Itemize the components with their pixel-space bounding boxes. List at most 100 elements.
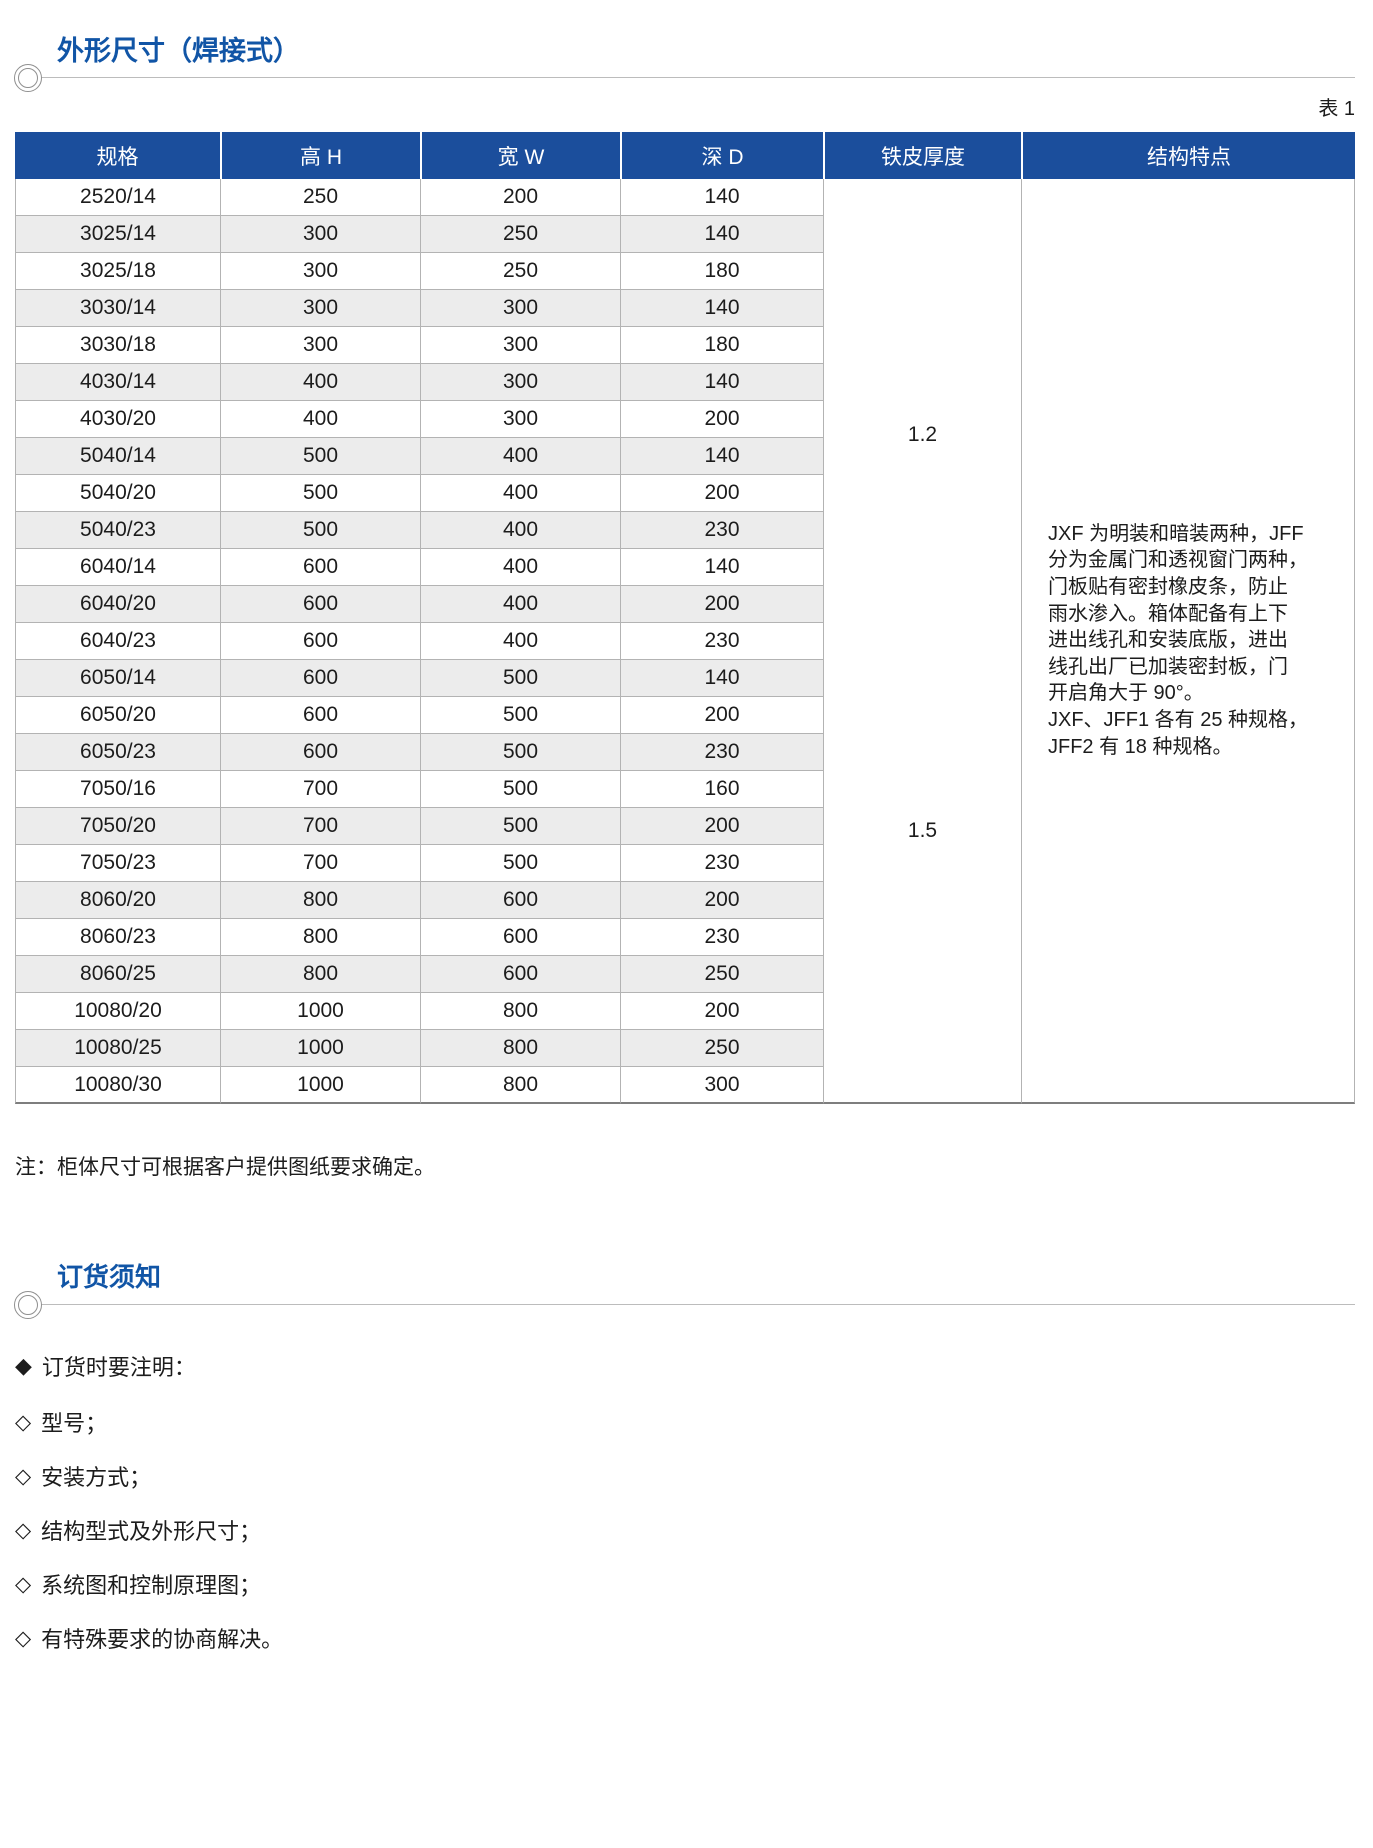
depth-cell: 140 xyxy=(620,549,823,586)
height-cell: 600 xyxy=(220,623,420,660)
depth-cell: 230 xyxy=(620,623,823,660)
spec-cell: 7050/23 xyxy=(15,845,220,882)
section-ring-icon xyxy=(14,64,42,92)
diamond-filled-icon: ◆ xyxy=(15,1353,32,1378)
ordering-item: ◇ 安装方式； xyxy=(15,1460,151,1492)
width-cell: 500 xyxy=(420,808,620,845)
spec-cell: 3030/18 xyxy=(15,327,220,364)
depth-cell: 200 xyxy=(620,808,823,845)
depth-cell: 230 xyxy=(620,512,823,549)
width-cell: 400 xyxy=(420,549,620,586)
width-cell: 300 xyxy=(420,290,620,327)
height-cell: 600 xyxy=(220,549,420,586)
ordering-item-text: 型号； xyxy=(41,1411,108,1436)
table-header-row: 规格 高 H 宽 W 深 D 铁皮厚度 结构特点 xyxy=(15,132,1355,179)
spec-cell: 4030/20 xyxy=(15,401,220,438)
depth-cell: 180 xyxy=(620,327,823,364)
width-cell: 400 xyxy=(420,512,620,549)
height-cell: 1000 xyxy=(220,993,420,1030)
height-cell: 1000 xyxy=(220,1067,420,1104)
dimensions-table: 规格 高 H 宽 W 深 D 铁皮厚度 结构特点 2520/14 250 200 14… xyxy=(15,132,1355,1104)
width-cell: 600 xyxy=(420,956,620,993)
height-cell: 300 xyxy=(220,253,420,290)
height-cell: 300 xyxy=(220,216,420,253)
spec-cell: 8060/20 xyxy=(15,882,220,919)
features-text: JXF 为明装和暗装两种，JFF 分为金属门和透视窗门两种， 门板贴有密封橡皮条… xyxy=(1048,522,1309,758)
spec-cell: 3030/14 xyxy=(15,290,220,327)
depth-cell: 140 xyxy=(620,179,823,216)
depth-cell: 230 xyxy=(620,734,823,771)
width-cell: 250 xyxy=(420,253,620,290)
height-cell: 400 xyxy=(220,364,420,401)
depth-cell: 140 xyxy=(620,364,823,401)
height-cell: 600 xyxy=(220,734,420,771)
ordering-heading: ◆ 订货时要注明： xyxy=(15,1350,196,1382)
width-cell: 600 xyxy=(420,882,620,919)
spec-cell: 6050/14 xyxy=(15,660,220,697)
column-header-depth: 深 D xyxy=(620,132,823,179)
table-row: 10080/25 1000 800 250 xyxy=(15,1030,1355,1067)
table-row: 8060/25 800 600 250 xyxy=(15,956,1355,993)
table-note: 注：柜体尺寸可根据客户提供图纸要求确定。 xyxy=(15,1156,435,1179)
height-cell: 400 xyxy=(220,401,420,438)
ordering-item-text: 有特殊要求的协商解决。 xyxy=(41,1627,284,1652)
spec-cell: 8060/25 xyxy=(15,956,220,993)
column-header-spec: 规格 xyxy=(15,132,220,179)
height-cell: 250 xyxy=(220,179,420,216)
section-title-dimensions: 外形尺寸（焊接式） xyxy=(57,36,300,66)
table-row: 6040/20 600 400 200 xyxy=(15,586,1355,623)
diamond-outline-icon: ◇ xyxy=(15,1626,32,1650)
table-row: 3030/14 300 300 140 xyxy=(15,290,1355,327)
width-cell: 800 xyxy=(420,1030,620,1067)
table-row: 7050/23 700 500 230 xyxy=(15,845,1355,882)
table-row: 6050/23 600 500 230 xyxy=(15,734,1355,771)
width-cell: 400 xyxy=(420,475,620,512)
ordering-item: ◇ 系统图和控制原理图； xyxy=(15,1568,261,1600)
height-cell: 800 xyxy=(220,882,420,919)
table-row: 6050/20 600 500 200 xyxy=(15,697,1355,734)
column-header-width: 宽 W xyxy=(420,132,620,179)
spec-cell: 6040/14 xyxy=(15,549,220,586)
width-cell: 300 xyxy=(420,364,620,401)
table-row: 8060/23 800 600 230 xyxy=(15,919,1355,956)
ordering-item-text: 结构型式及外形尺寸； xyxy=(41,1519,262,1544)
spec-cell: 2520/14 xyxy=(15,179,220,216)
width-cell: 500 xyxy=(420,660,620,697)
height-cell: 500 xyxy=(220,512,420,549)
spec-cell: 3025/18 xyxy=(15,253,220,290)
height-cell: 500 xyxy=(220,438,420,475)
height-cell: 300 xyxy=(220,290,420,327)
features-merged-cell: JXF 为明装和暗装两种，JFF 分为金属门和透视窗门两种， 门板贴有密封橡皮条… xyxy=(1021,179,1355,1104)
width-cell: 300 xyxy=(420,327,620,364)
width-cell: 500 xyxy=(420,697,620,734)
table-row: 7050/16 700 500 160 xyxy=(15,771,1355,808)
depth-cell: 140 xyxy=(620,438,823,475)
table-row: 6040/14 600 400 140 xyxy=(15,549,1355,586)
table-row: 5040/14 500 400 140 xyxy=(15,438,1355,475)
ordering-item-text: 系统图和控制原理图； xyxy=(41,1573,262,1598)
ordering-item-text: 安装方式； xyxy=(41,1465,152,1490)
ordering-item: ◇ 型号； xyxy=(15,1406,107,1438)
section-title-ordering: 订货须知 xyxy=(57,1262,162,1292)
table-row: 3030/18 300 300 180 xyxy=(15,327,1355,364)
width-cell: 600 xyxy=(420,919,620,956)
depth-cell: 230 xyxy=(620,919,823,956)
width-cell: 400 xyxy=(420,438,620,475)
height-cell: 700 xyxy=(220,845,420,882)
spec-cell: 10080/30 xyxy=(15,1067,220,1104)
table-row: 10080/20 1000 800 200 xyxy=(15,993,1355,1030)
width-cell: 800 xyxy=(420,993,620,1030)
width-cell: 250 xyxy=(420,216,620,253)
width-cell: 500 xyxy=(420,734,620,771)
spec-cell: 6050/20 xyxy=(15,697,220,734)
height-cell: 800 xyxy=(220,956,420,993)
table-row: 8060/20 800 600 200 xyxy=(15,882,1355,919)
height-cell: 600 xyxy=(220,586,420,623)
depth-cell: 200 xyxy=(620,586,823,623)
table-row: 6050/14 600 500 140 xyxy=(15,660,1355,697)
thickness-value: 1.5 xyxy=(907,818,938,842)
width-cell: 500 xyxy=(420,845,620,882)
table-row: 10080/30 1000 800 300 xyxy=(15,1067,1355,1104)
spec-cell: 8060/23 xyxy=(15,919,220,956)
table-row: 4030/20 400 300 200 xyxy=(15,401,1355,438)
